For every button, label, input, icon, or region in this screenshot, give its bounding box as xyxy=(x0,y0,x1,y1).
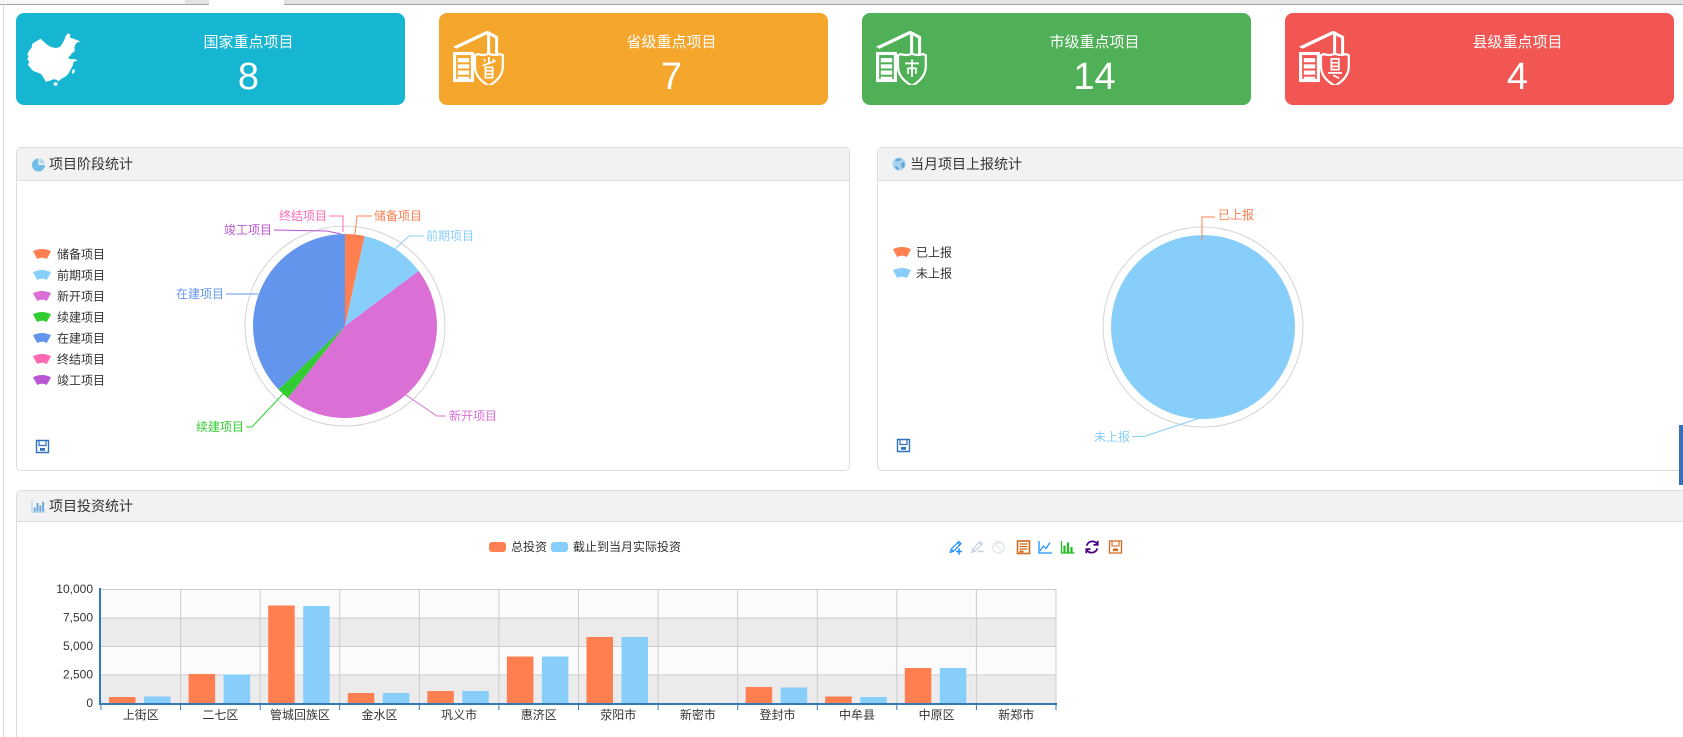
svg-text:惠济区: 惠济区 xyxy=(521,707,557,722)
svg-text:二七区: 二七区 xyxy=(202,708,238,722)
svg-text:储备项目: 储备项目 xyxy=(374,208,422,223)
svg-text:已上报: 已上报 xyxy=(916,245,952,260)
svg-text:中原区: 中原区 xyxy=(919,707,955,722)
svg-text:5,000: 5,000 xyxy=(63,639,93,653)
svg-text:总投资: 总投资 xyxy=(511,539,547,554)
svg-text:7,500: 7,500 xyxy=(63,611,93,625)
svg-text:新开项目: 新开项目 xyxy=(449,408,497,423)
svg-text:竣工项目: 竣工项目 xyxy=(224,222,272,237)
svg-text:0: 0 xyxy=(86,696,93,710)
svg-text:中牟县: 中牟县 xyxy=(839,707,875,722)
svg-text:竣工项目: 竣工项目 xyxy=(57,373,105,388)
svg-text:续建项目: 续建项目 xyxy=(196,420,244,434)
svg-text:登封市: 登封市 xyxy=(759,707,795,722)
svg-text:截止到当月实际投资: 截止到当月实际投资 xyxy=(573,539,681,554)
svg-text:荥阳市: 荥阳市 xyxy=(600,707,636,722)
svg-text:未上报: 未上报 xyxy=(1094,429,1130,444)
svg-text:储备项目: 储备项目 xyxy=(57,247,105,262)
svg-text:终结项目: 终结项目 xyxy=(279,208,327,223)
svg-text:终结项目: 终结项目 xyxy=(57,352,105,367)
svg-text:续建项目: 续建项目 xyxy=(57,311,105,325)
svg-text:未上报: 未上报 xyxy=(916,266,952,281)
svg-text:金水区: 金水区 xyxy=(361,707,397,722)
svg-text:巩义市: 巩义市 xyxy=(441,707,477,722)
svg-text:新郑市: 新郑市 xyxy=(998,707,1034,722)
svg-text:管城回族区: 管城回族区 xyxy=(270,707,330,722)
svg-text:在建项目: 在建项目 xyxy=(176,287,224,301)
svg-text:前期项目: 前期项目 xyxy=(57,268,105,283)
svg-text:新开项目: 新开项目 xyxy=(57,289,105,304)
svg-text:在建项目: 在建项目 xyxy=(57,332,105,346)
svg-text:2,500: 2,500 xyxy=(63,668,93,682)
svg-text:已上报: 已上报 xyxy=(1218,207,1254,222)
svg-text:上街区: 上街区 xyxy=(123,708,159,722)
svg-text:前期项目: 前期项目 xyxy=(426,228,474,243)
svg-text:10,000: 10,000 xyxy=(56,582,93,596)
svg-text:新密市: 新密市 xyxy=(680,707,716,722)
